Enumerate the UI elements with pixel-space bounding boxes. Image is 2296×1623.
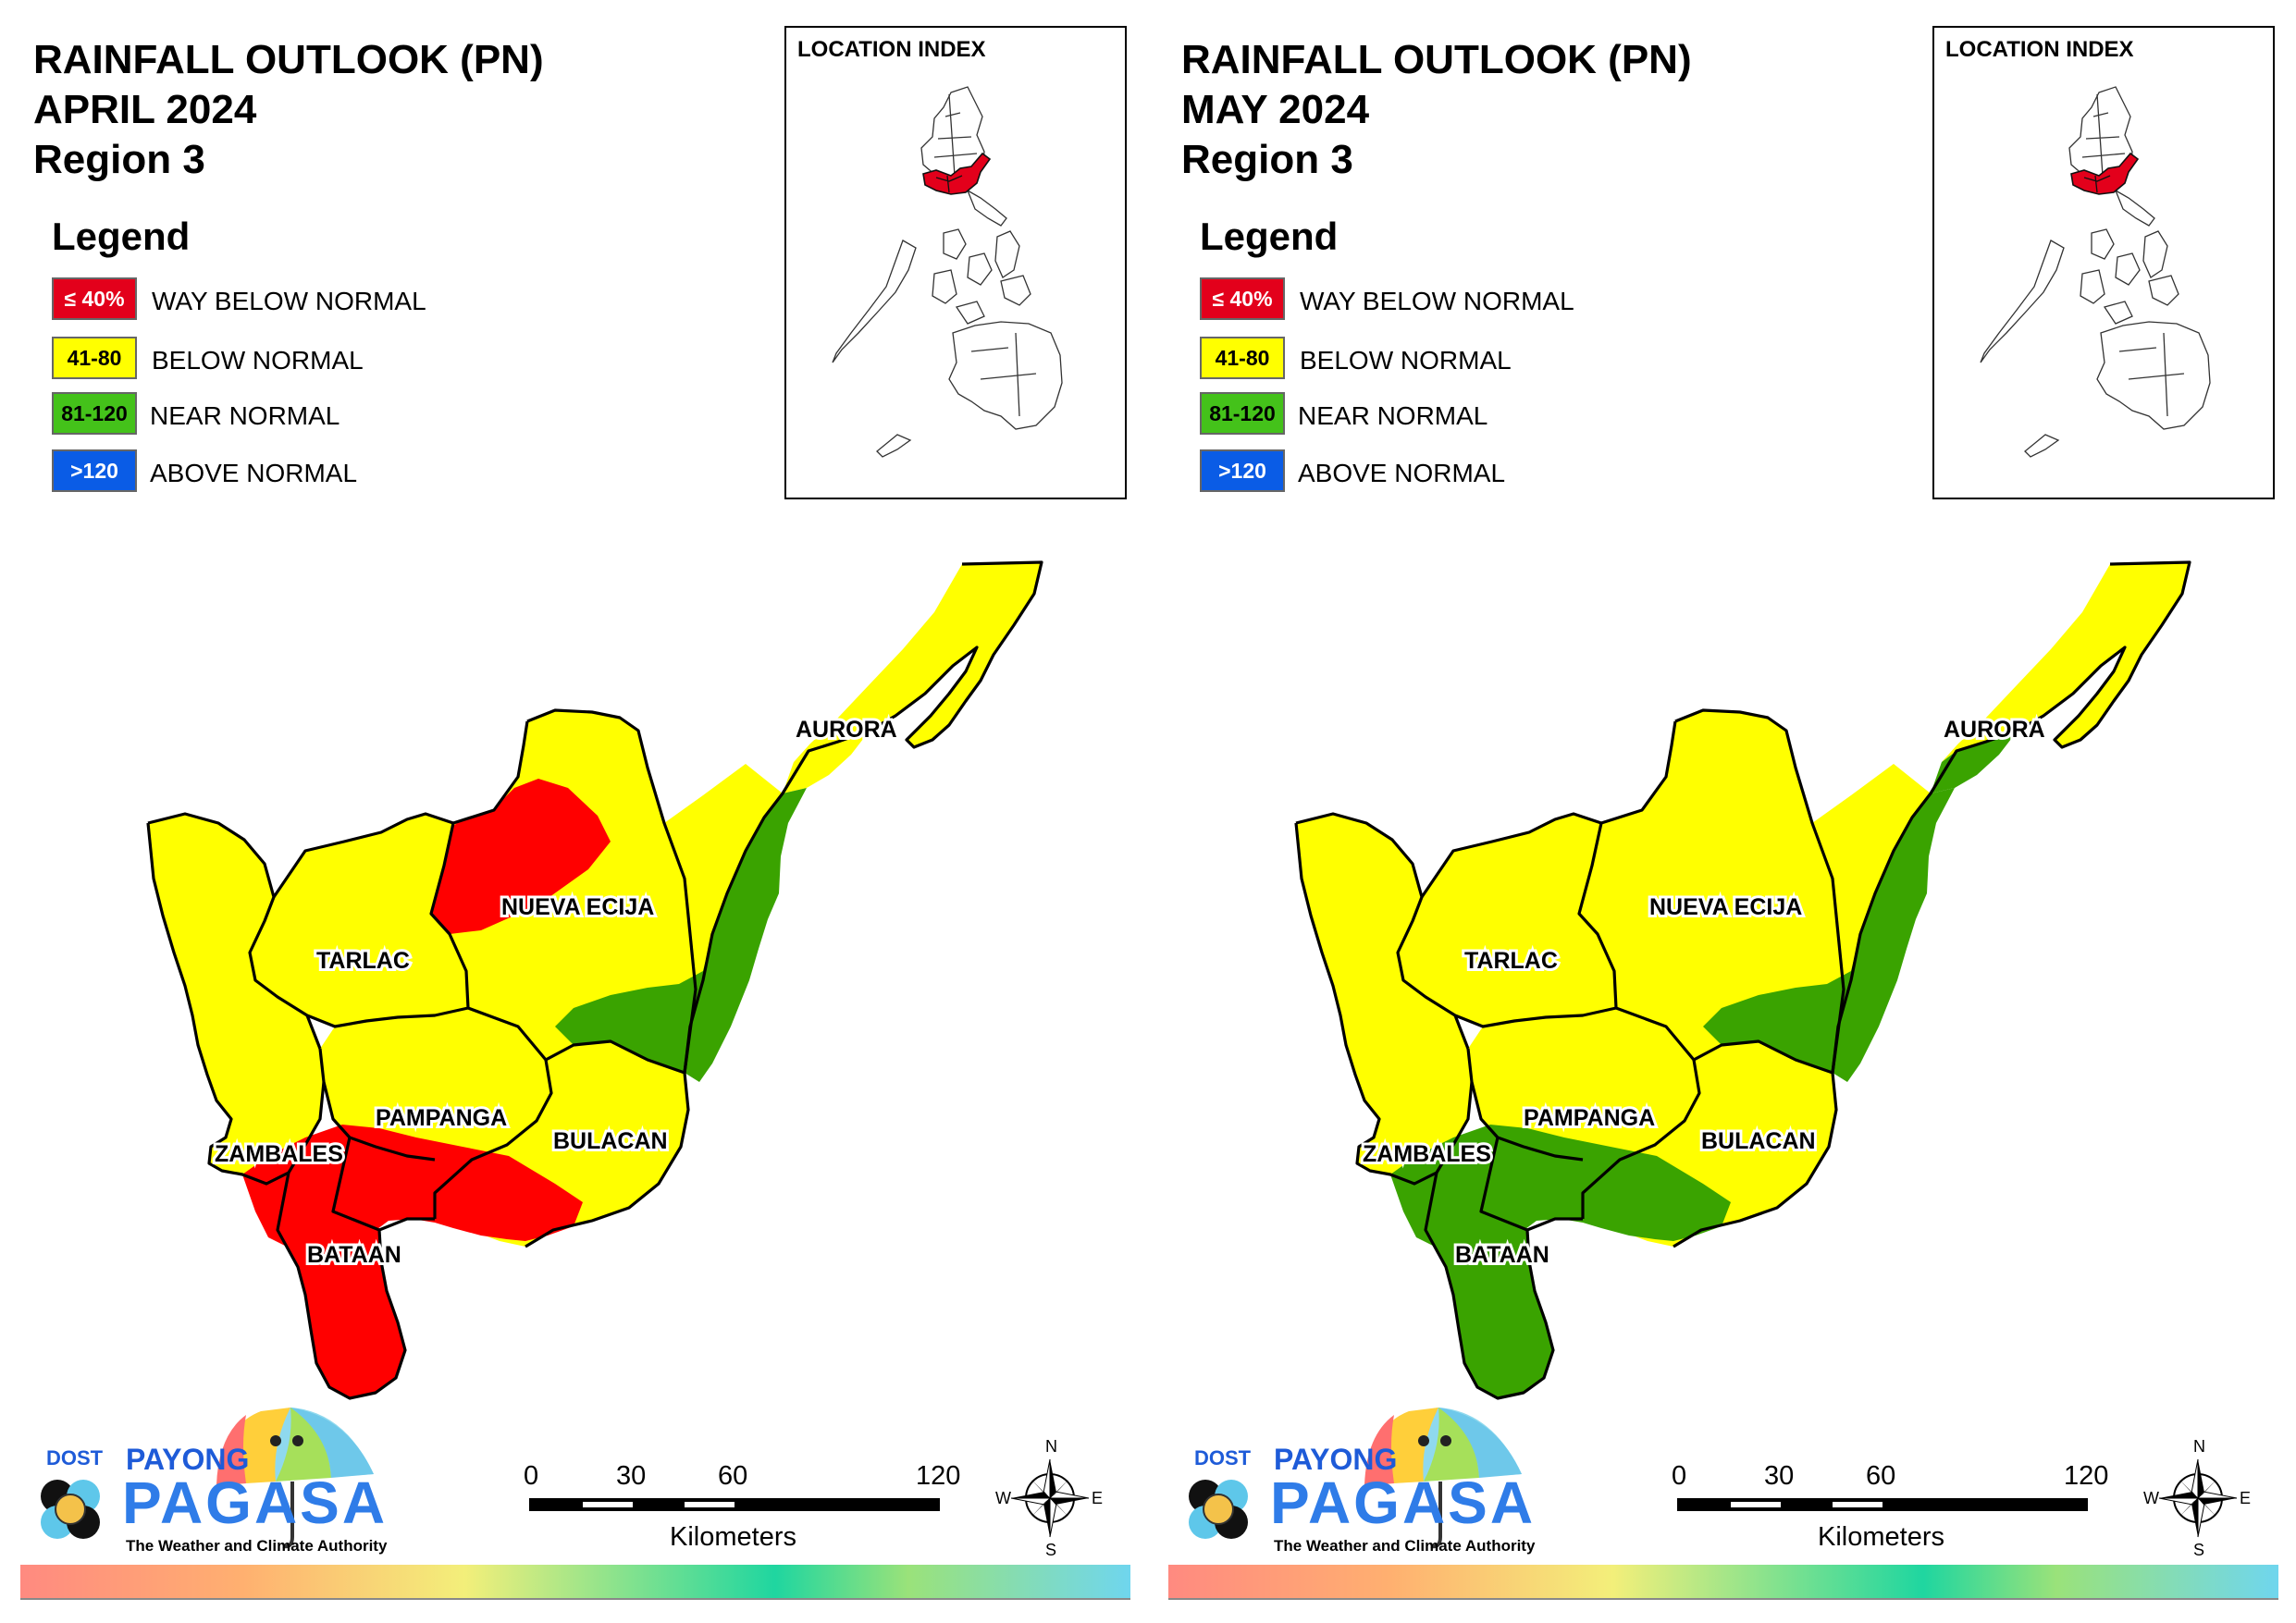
legend-label: WAY BELOW NORMAL [152,287,426,316]
province-label-bataan: BATAAN [1455,1242,1549,1268]
scale-bar-graphic [1677,1498,2088,1511]
scale-bar: 0 30 60 120 Kilometers [1666,1461,2129,1563]
legend-label: NEAR NORMAL [1298,401,1487,431]
province-label-pampanga: PAMPANGA [376,1105,507,1131]
legend-swatch: >120 [1200,449,1285,492]
philippines-map [1934,28,2273,498]
legend-swatch: 41-80 [52,337,137,379]
compass-e: E [1092,1489,1103,1508]
payong-pagasa-logo: DOST PAYONG PAGASA The Weather and Clima… [33,1389,403,1565]
province-label-pampanga: PAMPANGA [1524,1105,1655,1131]
map-title: RAINFALL OUTLOOK (PN) [1181,35,1692,85]
scale-tick-120: 120 [2064,1461,2108,1492]
scale-tick-60: 60 [718,1461,747,1492]
pagasa-color-band [20,1565,1130,1598]
compass-rose: N S E W [999,1439,1101,1559]
pagasa-color-band [1168,1565,2278,1598]
map-month: APRIL 2024 [33,85,544,135]
map-region: Region 3 [1181,135,1692,185]
province-label-tarlac: TARLAC [316,948,410,974]
province-label-bulacan: BULACAN [1701,1128,1816,1154]
bataan-region [1426,1211,1553,1398]
scale-tick-0: 0 [1672,1461,1686,1492]
footer-line [1168,1598,2278,1600]
legend-swatch: 81-120 [52,392,137,435]
compass-s: S [1045,1541,1056,1560]
philippines-map [786,28,1125,498]
tagline-text: The Weather and Climate Authority [1274,1537,1535,1555]
location-index-inset: LOCATION INDEX [784,26,1127,499]
compass-w: W [995,1489,1011,1508]
legend-label: NEAR NORMAL [150,401,339,431]
pagasa-text: PAGASA [122,1469,388,1537]
legend-swatch: 41-80 [1200,337,1285,379]
outlook-panel-april: RAINFALL OUTLOOK (PN) APRIL 2024 Region … [0,0,1148,1623]
scale-tick-120: 120 [916,1461,960,1492]
legend-label: BELOW NORMAL [1300,346,1512,375]
scale-unit: Kilometers [1818,1522,1944,1553]
province-label-nueva-ecija: NUEVA ECIJA [1649,894,1802,920]
scale-tick-60: 60 [1866,1461,1895,1492]
legend-swatch: >120 [52,449,137,492]
legend-swatch: ≤ 40% [1200,277,1285,320]
map-title: RAINFALL OUTLOOK (PN) [33,35,544,85]
outlook-panel-may: RAINFALL OUTLOOK (PN) MAY 2024 Region 3 … [1148,0,2296,1623]
legend-swatch: ≤ 40% [52,277,137,320]
legend-label: WAY BELOW NORMAL [1300,287,1574,316]
province-label-aurora: AURORA [1944,717,2045,743]
map-month: MAY 2024 [1181,85,1692,135]
province-label-nueva-ecija: NUEVA ECIJA [501,894,654,920]
compass-n: N [1045,1437,1057,1457]
map-title-block: RAINFALL OUTLOOK (PN) APRIL 2024 Region … [33,35,544,185]
legend-label: BELOW NORMAL [152,346,364,375]
legend-label: ABOVE NORMAL [1298,459,1505,488]
scale-unit: Kilometers [670,1522,796,1553]
bataan-region [278,1211,405,1398]
compass-s: S [2193,1541,2204,1560]
legend-title: Legend [1200,215,1338,259]
province-label-zambales: ZAMBALES [1363,1141,1491,1167]
scale-bar: 0 30 60 120 Kilometers [518,1461,981,1563]
province-label-tarlac: TARLAC [1464,948,1558,974]
pagasa-text: PAGASA [1270,1469,1536,1537]
region3-map: AURORA NUEVA ECIJA TARLAC PAMPANGA BULAC… [1148,546,2296,1406]
scale-tick-30: 30 [1764,1461,1794,1492]
scale-bar-graphic [529,1498,940,1511]
compass-n: N [2193,1437,2205,1457]
legend-title: Legend [52,215,190,259]
legend-label: ABOVE NORMAL [150,459,357,488]
dost-text: DOST [1194,1446,1251,1470]
region3-map: AURORA NUEVA ECIJA TARLAC PAMPANGA BULAC… [0,546,1148,1406]
scale-tick-0: 0 [524,1461,538,1492]
scale-tick-30: 30 [616,1461,646,1492]
payong-pagasa-logo: DOST PAYONG PAGASA The Weather and Clima… [1181,1389,1551,1565]
province-label-aurora: AURORA [796,717,897,743]
compass-w: W [2143,1489,2159,1508]
province-label-bulacan: BULACAN [553,1128,668,1154]
dost-text: DOST [46,1446,103,1470]
compass-e: E [2240,1489,2251,1508]
compass-rose: N S E W [2147,1439,2249,1559]
legend-swatch: 81-120 [1200,392,1285,435]
location-index-inset: LOCATION INDEX [1932,26,2275,499]
footer-line [20,1598,1130,1600]
map-title-block: RAINFALL OUTLOOK (PN) MAY 2024 Region 3 [1181,35,1692,185]
province-label-zambales: ZAMBALES [215,1141,343,1167]
map-region: Region 3 [33,135,544,185]
tagline-text: The Weather and Climate Authority [126,1537,387,1555]
province-label-bataan: BATAAN [307,1242,401,1268]
